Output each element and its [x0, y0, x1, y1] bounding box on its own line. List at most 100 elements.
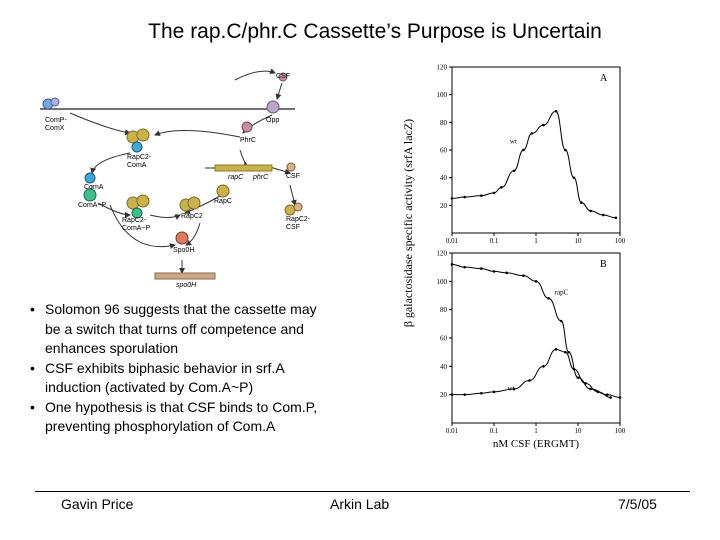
- data-point: [450, 197, 454, 200]
- footer-date: 7/5/05: [618, 496, 657, 512]
- rapc2-csf-complex: [284, 202, 303, 216]
- data-point: [567, 350, 570, 354]
- rapc2-comap-complex: [126, 194, 150, 219]
- data-point: [554, 109, 558, 113]
- y-tick-label: 40: [440, 174, 448, 182]
- data-point: [480, 267, 483, 270]
- footer-lab: Arkin Lab: [330, 496, 390, 512]
- data-point: [559, 319, 563, 323]
- data-point: [505, 271, 508, 275]
- y-tick-label: 120: [437, 250, 448, 258]
- label-comp-comx: ComP-ComX: [45, 117, 67, 132]
- data-point: [614, 216, 618, 220]
- label-rapc-gene: rapC: [228, 174, 244, 181]
- data-point: [500, 186, 503, 189]
- data-point: [572, 176, 576, 179]
- x-tick-label: 10: [575, 427, 583, 435]
- chart-panel-A: 20 40 60 80 100 120 0.01 0.1 1 10 100 Awt: [437, 64, 626, 246]
- data-point: [576, 376, 580, 379]
- rapc2-coma-complex: [126, 128, 150, 153]
- data-point: [589, 387, 592, 391]
- label-spo0h-protein: Spo0H: [173, 247, 194, 254]
- data-point: [584, 382, 587, 385]
- label-csf-top: CSF: [276, 73, 290, 80]
- csf-top-molecule: [278, 72, 288, 82]
- label-phrc-gene: phrC: [252, 174, 269, 181]
- rapc-phrc-gene-bar: [214, 164, 273, 172]
- plot-frame: [451, 66, 621, 234]
- data-point: [618, 396, 622, 399]
- rapc2-molecule: [179, 196, 201, 212]
- coma-molecule: [84, 172, 96, 184]
- series-label: wt: [510, 137, 517, 145]
- data-point: [492, 191, 496, 195]
- data-point: [534, 280, 538, 283]
- data-point: [589, 209, 592, 213]
- data-point: [609, 396, 612, 399]
- bullet-list: • Solomon 96 suggests that the cassette m…: [28, 300, 328, 437]
- x-tick-label: 0.01: [446, 237, 459, 245]
- x-tick-label: 0.1: [490, 427, 499, 435]
- data-point: [463, 393, 466, 396]
- data-point: [547, 297, 550, 300]
- x-tick-label: 0.01: [446, 427, 459, 435]
- spo0h-molecule: [175, 231, 189, 245]
- data-point: [580, 201, 583, 204]
- spo0h-gene-bar: [154, 272, 216, 280]
- x-axis-label: nM CSF (ERGMT): [493, 438, 580, 450]
- data-point: [601, 213, 605, 217]
- data-point: [450, 263, 454, 266]
- y-tick-label: 40: [440, 363, 448, 371]
- y-axis-label: β galactosidase specific activity (srfA …: [401, 119, 415, 327]
- data-point: [492, 270, 496, 273]
- label-coma-p: ComA~P: [78, 202, 107, 209]
- data-point: [480, 194, 483, 197]
- data-point: [463, 195, 466, 199]
- data-point: [522, 148, 525, 152]
- label-rapc2-csf: RapC2-CSF: [286, 216, 311, 231]
- srfa-charts: β galactosidase specific activity (srfA …: [401, 64, 626, 451]
- footer-divider: [35, 491, 690, 492]
- series-line-wt: [451, 348, 611, 398]
- panel-label: A: [600, 73, 608, 84]
- pathway-arrows: [69, 68, 297, 274]
- y-tick-label: 80: [440, 119, 448, 127]
- bullet-item: • One hypothesis is that CSF binds to Com…: [30, 398, 318, 435]
- coma-p-molecule: [83, 188, 97, 202]
- csf-right-molecule: [286, 162, 296, 172]
- data-point: [463, 265, 466, 269]
- y-tick-label: 60: [440, 335, 448, 343]
- x-tick-label: 1: [534, 237, 538, 245]
- bullet-item: • CSF exhibits biphasic behavior in srf.A…: [30, 359, 284, 396]
- series-line-wt: [451, 110, 616, 219]
- label-rapc2-comap: RapC2-ComA~P: [122, 217, 151, 232]
- y-tick-label: 20: [440, 202, 448, 210]
- series-line-rapC: [451, 263, 621, 398]
- label-coma: ComA: [84, 184, 104, 191]
- y-tick-label: 100: [437, 278, 448, 286]
- x-tick-label: 0.1: [490, 237, 499, 245]
- data-point: [522, 274, 525, 277]
- x-tick-label: 100: [615, 427, 626, 435]
- comp-comx-molecule: [42, 97, 60, 110]
- x-tick-label: 100: [615, 237, 626, 245]
- data-point: [512, 169, 516, 173]
- label-rapc-protein: RapC: [214, 198, 232, 205]
- footer-author: Gavin Price: [61, 496, 134, 512]
- data-point: [492, 390, 496, 394]
- y-tick-label: 100: [437, 91, 448, 99]
- label-rapc2-coma: RapC2-ComA: [127, 154, 152, 169]
- label-opp: Opp: [266, 117, 279, 124]
- label-spo0h-gene: spo0H: [176, 282, 197, 289]
- phrc-molecule: [241, 121, 253, 133]
- data-point: [450, 393, 454, 396]
- data-point: [528, 379, 531, 382]
- bullet-item: • Solomon 96 suggests that the cassette m…: [30, 301, 317, 356]
- panel-label: B: [600, 259, 607, 270]
- y-tick-label: 60: [440, 147, 448, 155]
- data-point: [554, 348, 558, 351]
- plot-frame: [451, 252, 621, 424]
- data-point: [596, 390, 600, 394]
- label-rapc2: RapC2: [181, 213, 203, 220]
